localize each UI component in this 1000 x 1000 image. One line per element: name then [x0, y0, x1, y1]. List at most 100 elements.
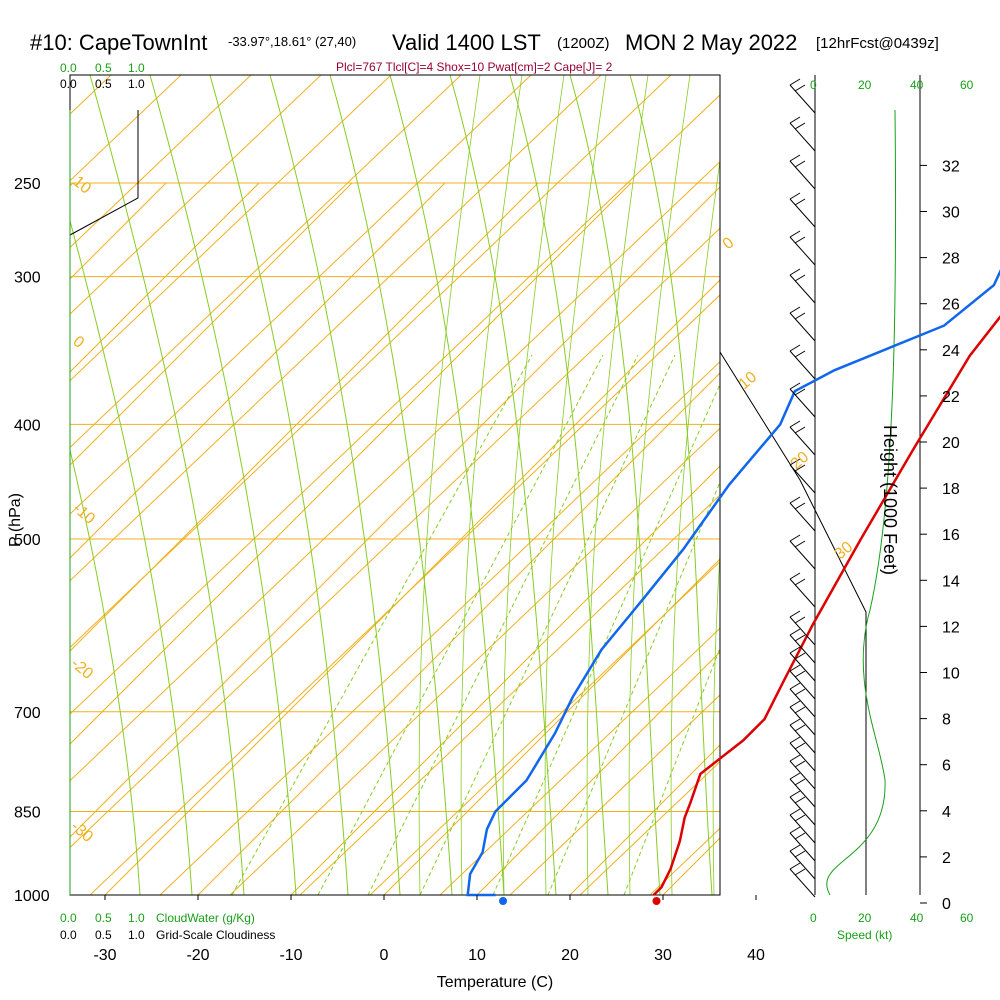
moist-adiabat-line: [502, 75, 565, 895]
wind-barb: [789, 610, 816, 646]
wind-barb: [789, 382, 816, 418]
isotherm-line: [70, 75, 462, 449]
height-tick-label: 24: [942, 343, 960, 360]
wind-barb: [789, 628, 816, 664]
isotherm-label: 10: [736, 369, 761, 394]
barb-flag: [794, 350, 806, 358]
wind-barb: [789, 682, 816, 718]
temperature-tick-label: -10: [279, 947, 302, 964]
wind-barb: [789, 790, 816, 826]
speed-bottom-60: 60: [960, 911, 974, 925]
pressure-tick-label: 850: [14, 805, 41, 822]
cloudiness-line: [69, 110, 139, 236]
isotherm-line: [439, 627, 720, 895]
mixing-ratio-label: 20: [614, 894, 635, 914]
mixing-ratio-line: [623, 646, 720, 895]
wind-barb: [789, 808, 816, 844]
barb-flag: [789, 154, 801, 162]
stability-indices: Plcl=767 Tlcl[C]=4 Shox=10 Pwat[cm]=2 Ca…: [336, 60, 613, 74]
barb-flag: [789, 458, 801, 466]
isotherm-label: 0: [69, 333, 87, 352]
pressure-tick-label: 250: [14, 176, 41, 193]
speed-bottom-0: 0: [810, 911, 817, 925]
barb-flag: [789, 382, 801, 390]
dry-adiabat-line: [329, 75, 453, 895]
height-tick-label: 20: [942, 435, 960, 452]
barb-staff: [789, 832, 816, 862]
isotherm-line: [70, 75, 602, 582]
mixing-ratio-line: [317, 354, 604, 895]
isotherm-label: 30: [832, 539, 857, 564]
cloudiness-scale-top-0: 0.0: [60, 77, 77, 91]
barb-flag: [794, 868, 806, 876]
mixing-ratio-label: 3: [355, 900, 371, 915]
profile-lines: [466, 269, 1000, 905]
y2-axis-title: Height (1000 Feet): [880, 425, 900, 575]
barb-flag: [794, 778, 806, 786]
barb-flag: [794, 814, 806, 822]
wind-speed-profile: [826, 109, 897, 896]
wind-barb: [789, 844, 816, 880]
plot-border: [69, 74, 721, 896]
wind-barb: [789, 862, 816, 898]
barb-flag: [794, 312, 806, 320]
temperature-tick-label: 10: [468, 947, 486, 964]
barb-flag: [789, 420, 801, 428]
height-tick-label: 16: [942, 527, 960, 544]
barb-staff: [789, 670, 816, 700]
barb-staff: [789, 796, 816, 826]
isotherm-line: [70, 182, 260, 373]
barb-staff: [789, 84, 816, 114]
barb-flag: [789, 736, 801, 744]
cloudiness-scale-bottom-2: 1.0: [128, 928, 145, 942]
barb-flag: [794, 652, 806, 660]
y-axis-title: P (hPa): [7, 493, 24, 547]
barb-flag: [789, 664, 801, 672]
barb-flag: [794, 236, 806, 244]
pressure-tick-label: 500: [14, 532, 41, 549]
barb-staff: [789, 388, 816, 418]
cloudwater-scale-top-0: 0.0: [60, 61, 77, 75]
pressure-tick-label: 400: [14, 417, 41, 434]
wind-barb: [789, 116, 816, 152]
barb-flag: [794, 760, 806, 768]
barb-staff: [789, 688, 816, 718]
barb-staff: [789, 426, 816, 456]
isotherm-line: [70, 75, 322, 315]
cloudwater-scale-bottom-0: 0.0: [60, 911, 77, 925]
barb-flag: [789, 192, 801, 200]
barb-flag: [794, 540, 806, 548]
moist-adiabat-line: [712, 546, 720, 895]
isotherm-line: [70, 75, 532, 515]
barb-flag: [794, 742, 806, 750]
dry-adiabat-line: [509, 75, 609, 895]
station-title: #10: CapeTownInt: [30, 30, 207, 55]
barb-flag: [789, 230, 801, 238]
diagram-grid: 1 2 3 5 8 12 20: [70, 75, 720, 915]
dewpoint-profile: [466, 269, 1000, 897]
forecast-info: [12hrFcst@0439z]: [816, 35, 939, 52]
isotherm-line: [509, 694, 720, 895]
barb-flag: [794, 832, 806, 840]
isotherm-label: -30: [67, 818, 96, 846]
barb-staff: [789, 868, 816, 898]
isotherm-line: [70, 75, 252, 249]
barb-flag: [794, 502, 806, 510]
barb-flag: [794, 670, 806, 678]
isotherm-line: [70, 182, 353, 466]
barb-flag: [794, 274, 806, 282]
height-tick-label: 32: [942, 158, 960, 175]
barb-staff: [789, 464, 816, 494]
barb-flag: [789, 826, 801, 834]
moist-adiabat-line: [544, 75, 607, 895]
isotherm-line: [70, 94, 720, 715]
temperature-tick-label: 40: [747, 947, 765, 964]
barb-staff: [789, 160, 816, 190]
isotherm-line: [299, 494, 720, 895]
wind-barb: [789, 572, 816, 608]
x-axis-title: Temperature (C): [437, 974, 553, 991]
barb-staff: [789, 502, 816, 532]
cloudwater-scale-top-1: 0.5: [95, 61, 112, 75]
barb-staff: [789, 274, 816, 304]
dry-adiabat-line: [389, 75, 505, 895]
